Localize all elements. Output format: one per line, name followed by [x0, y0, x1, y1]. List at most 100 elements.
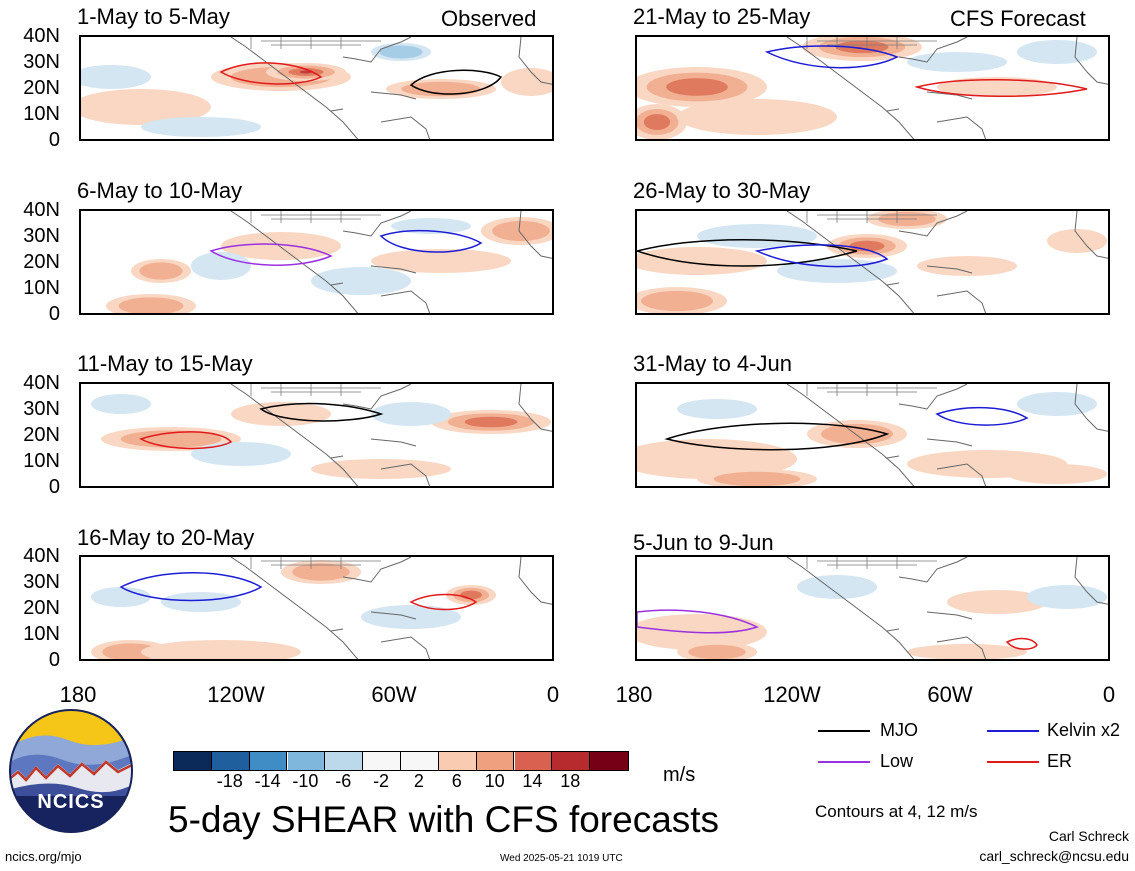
- map-panel-1: [79, 35, 554, 141]
- coastline: [786, 557, 1108, 659]
- author-email: carl_schreck@ncsu.edu: [979, 848, 1129, 864]
- map-panel-3: [79, 382, 554, 488]
- anomaly-contour: [637, 239, 858, 267]
- shear-map-7: [637, 384, 1108, 486]
- colorbar-tick-label: -18: [216, 771, 243, 791]
- contours-note: Contours at 4, 12 m/s: [815, 802, 978, 821]
- shear-positive-area: [120, 430, 222, 448]
- shear-positive-area: [1047, 229, 1107, 253]
- shear-negative-area: [371, 402, 451, 426]
- shear-negative-area: [361, 605, 461, 629]
- colorbar-tick-label: 14: [522, 771, 543, 791]
- ncics-logo: NCICS: [8, 708, 134, 834]
- shear-positive-area: [637, 247, 767, 275]
- colorbar-cell: [552, 752, 591, 770]
- coastline: [786, 384, 1108, 486]
- y-tick-label: 10N: [23, 450, 60, 472]
- shear-positive-area: [688, 644, 746, 659]
- y-tick-label: 40N: [23, 25, 60, 47]
- y-tick-label: 40N: [23, 545, 60, 567]
- shear-positive-area: [1007, 464, 1107, 484]
- y-tick-label: 20N: [23, 597, 60, 619]
- anomaly-contour: [219, 62, 323, 85]
- shear-negative-area: [161, 592, 241, 612]
- shear-positive-area: [501, 68, 552, 96]
- colorbar-cell: [401, 752, 439, 770]
- coastline: [230, 37, 552, 139]
- anomaly-contour: [379, 229, 483, 253]
- legend-line-low: [818, 761, 870, 763]
- anomaly-contour: [259, 402, 384, 422]
- panel-title-2: 6-May to 10-May: [77, 178, 243, 203]
- colorbar: [173, 751, 629, 771]
- shear-negative-area: [907, 52, 1007, 72]
- x-tick-label: 120W: [207, 682, 265, 707]
- legend-label-kelvin: Kelvin x2: [1047, 720, 1121, 740]
- shear-negative-area: [797, 575, 877, 599]
- shear-positive-area: [401, 81, 481, 97]
- coastline: [230, 557, 552, 659]
- legend-line-er: [987, 761, 1039, 763]
- y-tick-label: 10N: [23, 277, 60, 299]
- y-tick-label: 10N: [23, 103, 60, 125]
- shear-map-1: [81, 37, 552, 139]
- shear-positive-area: [139, 262, 183, 280]
- state-border-lines: [806, 557, 937, 569]
- shear-negative-area: [311, 267, 411, 295]
- shear-negative-area: [1027, 585, 1107, 609]
- y-tick-label: 10N: [23, 623, 60, 645]
- shear-map-3: [91, 384, 552, 486]
- y-tick-label: 20N: [23, 424, 60, 446]
- x-tick-label: 0: [1102, 682, 1116, 707]
- panel-title-5: 21-May to 25-May: [633, 4, 811, 29]
- x-tick-label: 0: [546, 682, 560, 707]
- colorbar-cell: [514, 752, 553, 770]
- state-border-lines: [250, 557, 381, 569]
- anomaly-contour: [119, 572, 263, 602]
- colorbar-cell: [249, 752, 288, 770]
- y-tick-label: 40N: [23, 372, 60, 394]
- legend-line-kelvin: [987, 730, 1039, 732]
- shear-negative-area: [1017, 392, 1097, 416]
- x-tick-label: 180: [59, 682, 97, 707]
- author-name: Carl Schreck: [1048, 828, 1129, 844]
- footer-timestamp: Wed 2025-05-21 1019 UTC: [500, 853, 623, 864]
- x-tick-label: 120W: [763, 682, 821, 707]
- shear-positive-area: [917, 256, 1017, 276]
- colorbar-tick-label: -14: [254, 771, 281, 791]
- shear-positive-area: [371, 249, 511, 273]
- footer-link[interactable]: ncics.org/mjo: [5, 849, 82, 864]
- colorbar-cell: [476, 752, 515, 770]
- y-tick-label: 30N: [23, 51, 60, 73]
- anomaly-contour: [1005, 637, 1038, 650]
- shear-map-2: [106, 211, 552, 313]
- y-tick-label: 0: [48, 303, 60, 325]
- colorbar-cell: [174, 752, 212, 770]
- panel-tag-observed: Observed: [441, 6, 537, 31]
- legend-label-er: ER: [1047, 751, 1073, 771]
- colorbar-cell: [590, 752, 628, 770]
- y-tick-label: 30N: [23, 571, 60, 593]
- y-tick-label: 0: [48, 476, 60, 498]
- shear-positive-area: [713, 471, 801, 486]
- anomaly-contour: [139, 431, 233, 450]
- anomaly-contour: [209, 243, 333, 266]
- anomaly-contour: [409, 593, 478, 611]
- shear-positive-area: [937, 77, 1057, 97]
- panel-title-1: 1-May to 5-May: [77, 4, 230, 29]
- state-border-lines: [250, 211, 381, 223]
- map-panel-6: [635, 209, 1110, 315]
- shear-negative-area: [91, 394, 151, 414]
- x-tick-label: 60W: [927, 682, 973, 707]
- y-tick-label: 20N: [23, 251, 60, 273]
- shear-negative-area: [391, 218, 471, 234]
- panel-title-7: 31-May to 4-Jun: [633, 351, 792, 376]
- shear-positive-area: [677, 99, 837, 135]
- legend-line-mjo: [818, 730, 870, 732]
- shear-map-6: [637, 211, 1108, 313]
- legend-label-mjo: MJO: [880, 720, 918, 740]
- coastline: [230, 211, 552, 313]
- main-title: 5-day SHEAR with CFS forecasts: [168, 799, 720, 840]
- shear-positive-area: [299, 70, 313, 74]
- shear-positive-area: [141, 640, 301, 659]
